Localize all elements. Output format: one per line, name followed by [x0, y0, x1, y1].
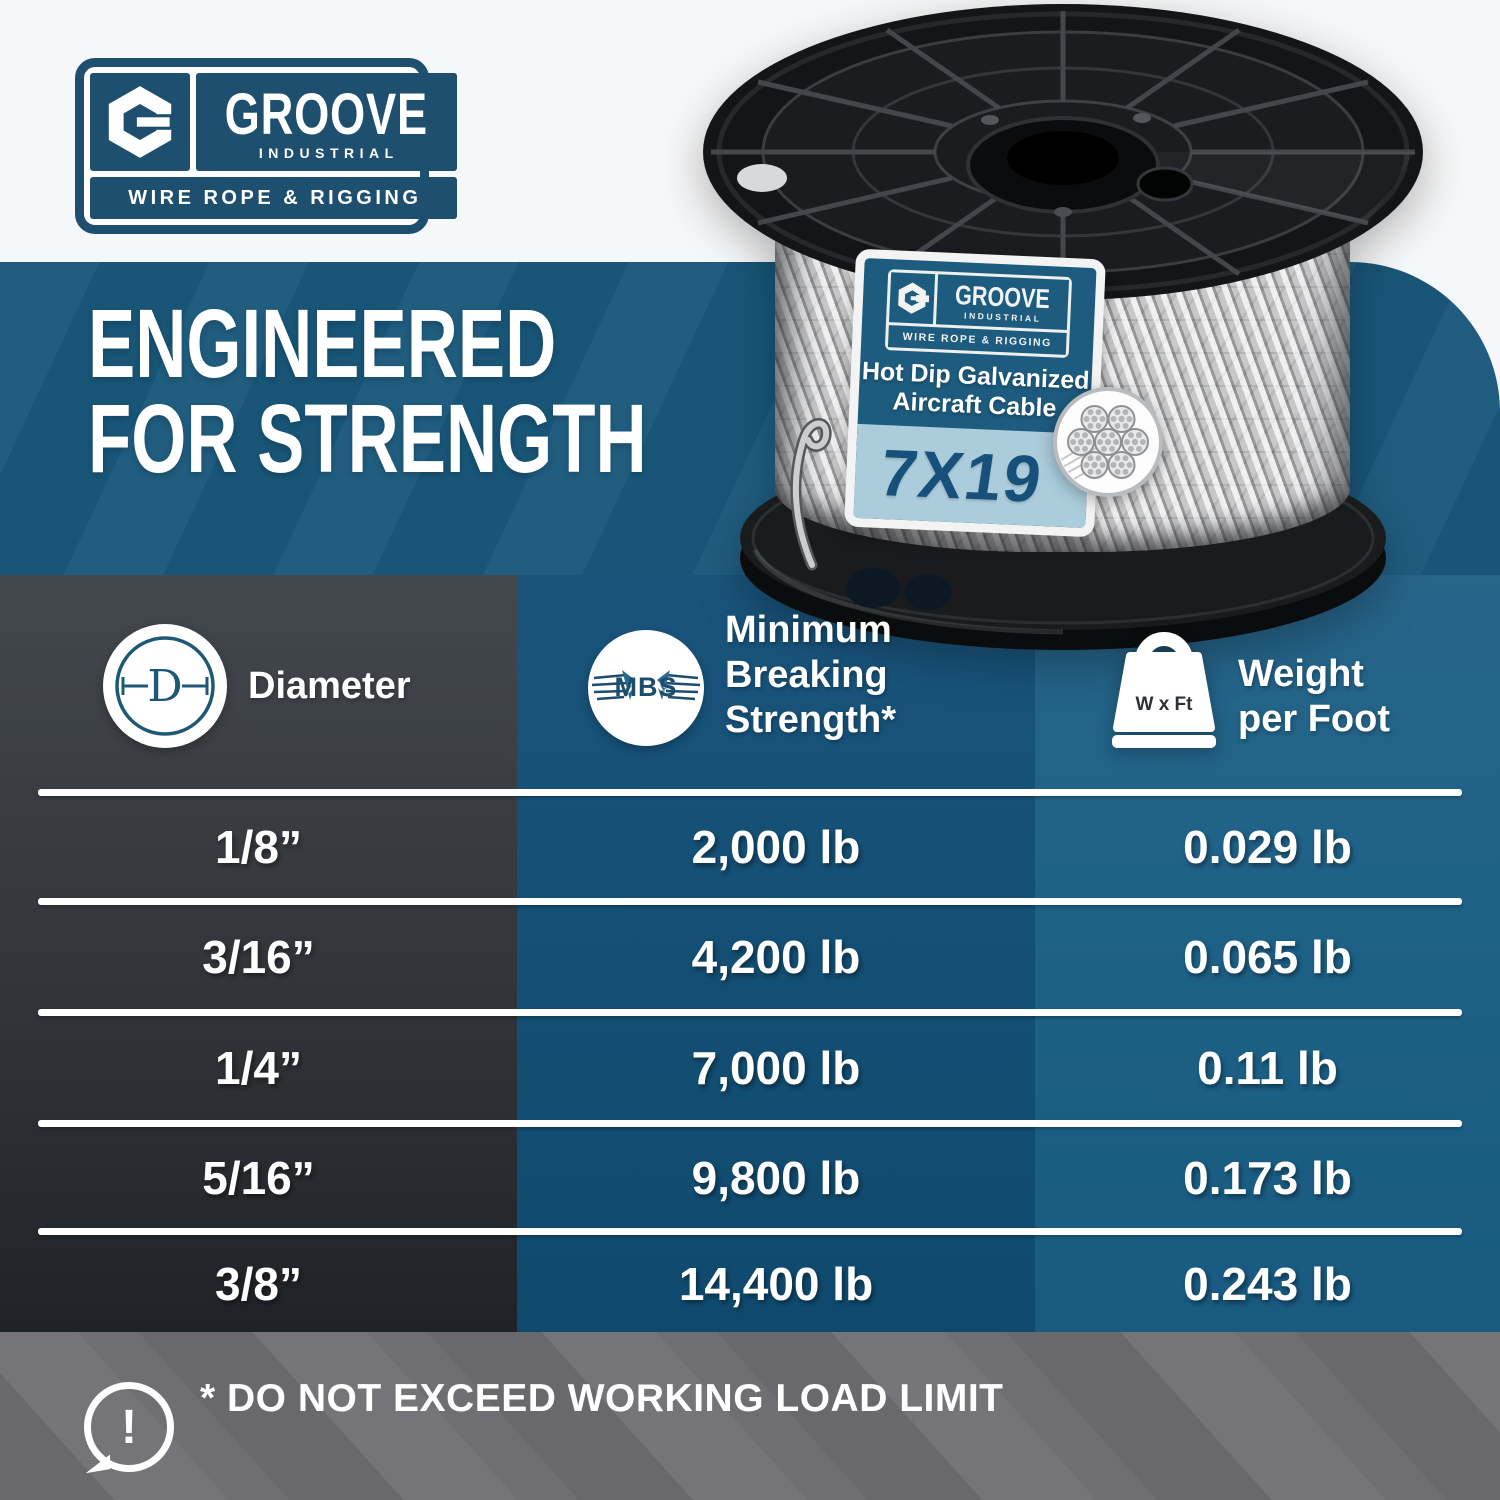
label-logo: GROOVE INDUSTRIAL WIRE ROPE & RIGGING — [884, 269, 1073, 359]
row-divider — [38, 898, 1462, 905]
brand-logo: GROOVE INDUSTRIAL WIRE ROPE & RIGGING — [75, 58, 457, 234]
table-row: 3/8” 14,400 lb 0.243 lb — [0, 1235, 1500, 1332]
weight-value: 0.173 lb — [1183, 1151, 1352, 1204]
svg-text:W x Ft: W x Ft — [1136, 694, 1194, 715]
mbs-header-line1: Minimum — [725, 609, 892, 651]
footer-band — [0, 1332, 1500, 1500]
table-row: 1/4” 7,000 lb 0.11 lb — [0, 1016, 1500, 1120]
cable-cross-section-icon — [1053, 387, 1163, 497]
label-tagline-cell: WIRE ROPE & RIGGING — [887, 325, 1067, 355]
brand-g-monogram-icon — [90, 73, 190, 171]
label-g-monogram-icon — [889, 272, 936, 325]
weight-icon: W x Ft — [1112, 632, 1216, 748]
flange-hole-icon — [846, 568, 900, 608]
row-divider — [38, 1228, 1462, 1235]
weight-value: 0.11 lb — [1197, 1042, 1338, 1094]
mbs-header: Minimum Breaking Strength* — [725, 608, 896, 743]
mbs-header-line2: Breaking — [725, 654, 888, 696]
mbs-breaking-rope-icon: MBS — [591, 670, 701, 702]
table-column-bg-weight — [1035, 575, 1500, 1332]
mbs-icon: MBS — [588, 630, 704, 746]
spec-table — [0, 575, 1500, 1332]
mbs-value: 7,000 lb — [691, 1042, 861, 1094]
label-tagline: WIRE ROPE & RIGGING — [902, 330, 1053, 350]
weight-header: Weight per Foot — [1238, 652, 1390, 742]
mbs-value: 9,800 lb — [691, 1151, 861, 1204]
hero-headline: ENGINEERED FOR STRENGTH — [88, 289, 647, 494]
row-divider — [38, 1009, 1462, 1016]
brand-name: GROOVE — [224, 81, 428, 147]
diameter-header: Diameter — [248, 664, 411, 709]
brand-logo-grid: GROOVE INDUSTRIAL WIRE ROPE & RIGGING — [90, 73, 457, 219]
diameter-symbol-icon: D — [115, 636, 215, 736]
label-brand-cell: GROOVE INDUSTRIAL — [935, 274, 1070, 330]
weight-header-line1: Weight — [1238, 653, 1364, 695]
mbs-value: 4,200 lb — [691, 931, 861, 983]
mbs-header-line3: Strength* — [725, 699, 896, 741]
diameter-value: 1/8” — [215, 821, 302, 873]
weight-value: 0.243 lb — [1183, 1257, 1352, 1310]
flange-hole-icon — [904, 574, 952, 610]
diameter-value: 3/8” — [215, 1257, 302, 1310]
warning-exclamation: ! — [121, 1400, 137, 1454]
row-divider — [38, 789, 1462, 796]
svg-text:MBS: MBS — [615, 672, 678, 702]
diameter-header-label: Diameter — [248, 665, 411, 707]
hero-headline-line1: ENGINEERED — [88, 289, 557, 398]
flange-spokes — [711, 11, 1415, 293]
footnote-text: * DO NOT EXCEED WORKING LOAD LIMIT — [200, 1377, 1004, 1420]
weight-header-line2: per Foot — [1238, 698, 1390, 740]
hero-headline-line2: FOR STRENGTH — [88, 384, 647, 494]
diameter-value: 1/4” — [215, 1042, 302, 1094]
brand-tagline: WIRE ROPE & RIGGING — [128, 186, 422, 209]
svg-text:D: D — [147, 661, 182, 712]
table-row: 3/16” 4,200 lb 0.065 lb — [0, 905, 1500, 1009]
table-column-bg-diameter — [0, 575, 517, 1332]
diameter-value: 3/16” — [202, 931, 315, 983]
diameter-value: 5/16” — [202, 1151, 315, 1204]
product-label: GROOVE INDUSTRIAL WIRE ROPE & RIGGING Ho… — [844, 248, 1106, 538]
row-divider — [38, 1120, 1462, 1127]
table-row: 1/8” 2,000 lb 0.029 lb — [0, 796, 1500, 898]
warning-bubble-icon: ! — [84, 1382, 174, 1472]
mbs-value: 2,000 lb — [691, 821, 861, 873]
brand-sub-name: INDUSTRIAL — [258, 145, 399, 162]
g-hexagon-icon — [898, 282, 930, 314]
mbs-value: 14,400 lb — [678, 1257, 874, 1310]
loose-wire-end — [790, 418, 832, 571]
g-hexagon-icon — [108, 86, 179, 158]
weight-value: 0.065 lb — [1183, 931, 1352, 983]
diameter-icon: D — [103, 624, 227, 748]
cable-spool-photo: GROOVE INDUSTRIAL WIRE ROPE & RIGGING Ho… — [690, 0, 1435, 660]
label-brand-name: GROOVE — [954, 280, 1051, 315]
label-construction: 7X19 — [874, 435, 1048, 516]
spool-top-flange — [703, 4, 1423, 300]
flange-through-hole-icon — [737, 164, 787, 192]
brand-name-cell: GROOVE INDUSTRIAL — [196, 73, 457, 171]
table-row: 5/16” 9,800 lb 0.173 lb — [0, 1127, 1500, 1228]
weight-value: 0.029 lb — [1183, 821, 1352, 873]
brand-tagline-cell: WIRE ROPE & RIGGING — [90, 177, 457, 219]
